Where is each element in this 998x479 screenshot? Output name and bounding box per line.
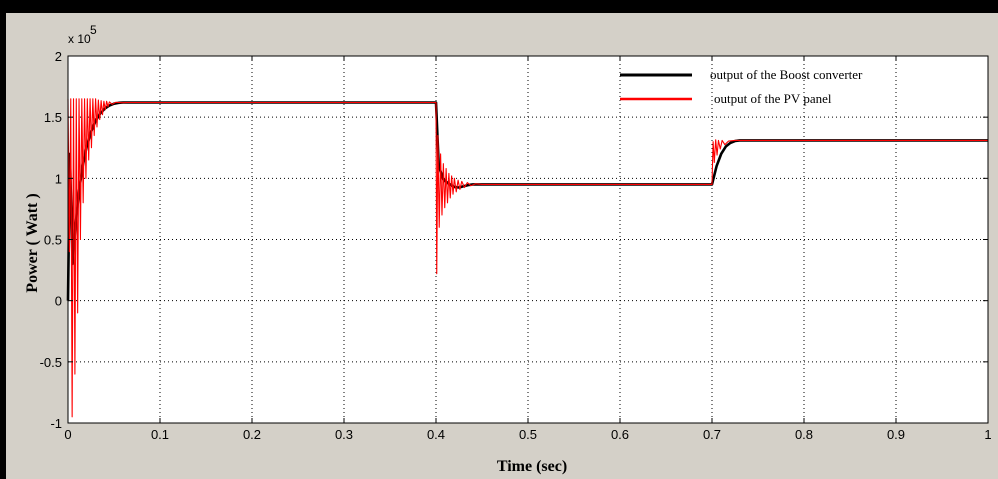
x-tick-label: 1 bbox=[984, 427, 991, 442]
axes bbox=[67, 55, 989, 424]
x-tick-label: 0.8 bbox=[795, 427, 813, 442]
x-tick-label: 0.5 bbox=[519, 427, 537, 442]
y-axis-label: Power ( Watt ) bbox=[24, 193, 41, 292]
series-line-pv-panel bbox=[67, 98, 988, 418]
x-tick-label: 0 bbox=[64, 427, 71, 442]
y-tick-label: -0.5 bbox=[40, 355, 62, 370]
y-tick-label: 2 bbox=[55, 49, 62, 64]
x-tick-label: 0.6 bbox=[611, 427, 629, 442]
x-tick-label: 0.1 bbox=[151, 427, 169, 442]
tick-labels: 0 0.1 0.2 0.3 0.4 0.5 0.6 0.7 0.8 0.9 1 -1 -0.5 0 0.5 1… bbox=[40, 49, 992, 442]
legend[interactable]: output of the Boost converter output of t… bbox=[620, 67, 863, 106]
y-tick-label: 1.5 bbox=[44, 110, 62, 125]
y-tick-label: -1 bbox=[50, 416, 62, 431]
legend-label-pv-panel: output of the PV panel bbox=[714, 91, 832, 106]
y-tick-label: 0 bbox=[55, 294, 62, 309]
series-layer bbox=[66, 98, 988, 418]
y-exponent-label: x 10 bbox=[68, 32, 91, 46]
x-tick-label: 0.3 bbox=[335, 427, 353, 442]
grid-lines bbox=[68, 56, 988, 423]
y-exponent-power: 5 bbox=[90, 23, 97, 37]
y-tick-label: 1 bbox=[55, 171, 62, 186]
x-tick-label: 0.7 bbox=[703, 427, 721, 442]
x-tick-label: 0.2 bbox=[243, 427, 261, 442]
x-axis-label: Time (sec) bbox=[497, 458, 567, 475]
y-tick-label: 0.5 bbox=[44, 233, 62, 248]
x-tick-label: 0.4 bbox=[427, 427, 445, 442]
legend-label-boost-converter: output of the Boost converter bbox=[710, 67, 863, 82]
x-tick-label: 0.9 bbox=[887, 427, 905, 442]
